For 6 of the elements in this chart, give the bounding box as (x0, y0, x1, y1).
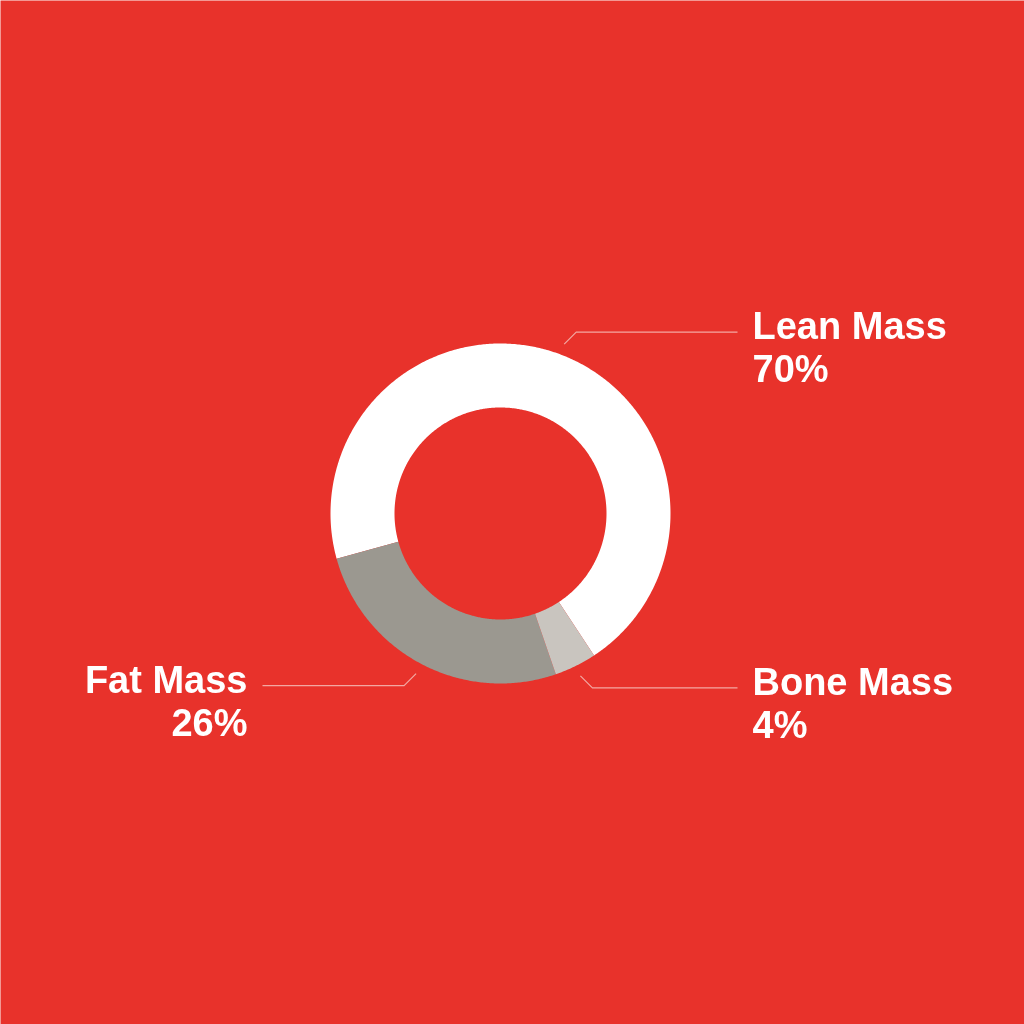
data-label: 70% (752, 348, 829, 391)
slice-label: Fat Mass (84, 658, 248, 701)
slice-label: Lean Mass (752, 305, 947, 348)
data-label: 4% (752, 703, 808, 746)
slice-label: Bone Mass (752, 660, 954, 703)
data-label: 26% (171, 701, 248, 744)
